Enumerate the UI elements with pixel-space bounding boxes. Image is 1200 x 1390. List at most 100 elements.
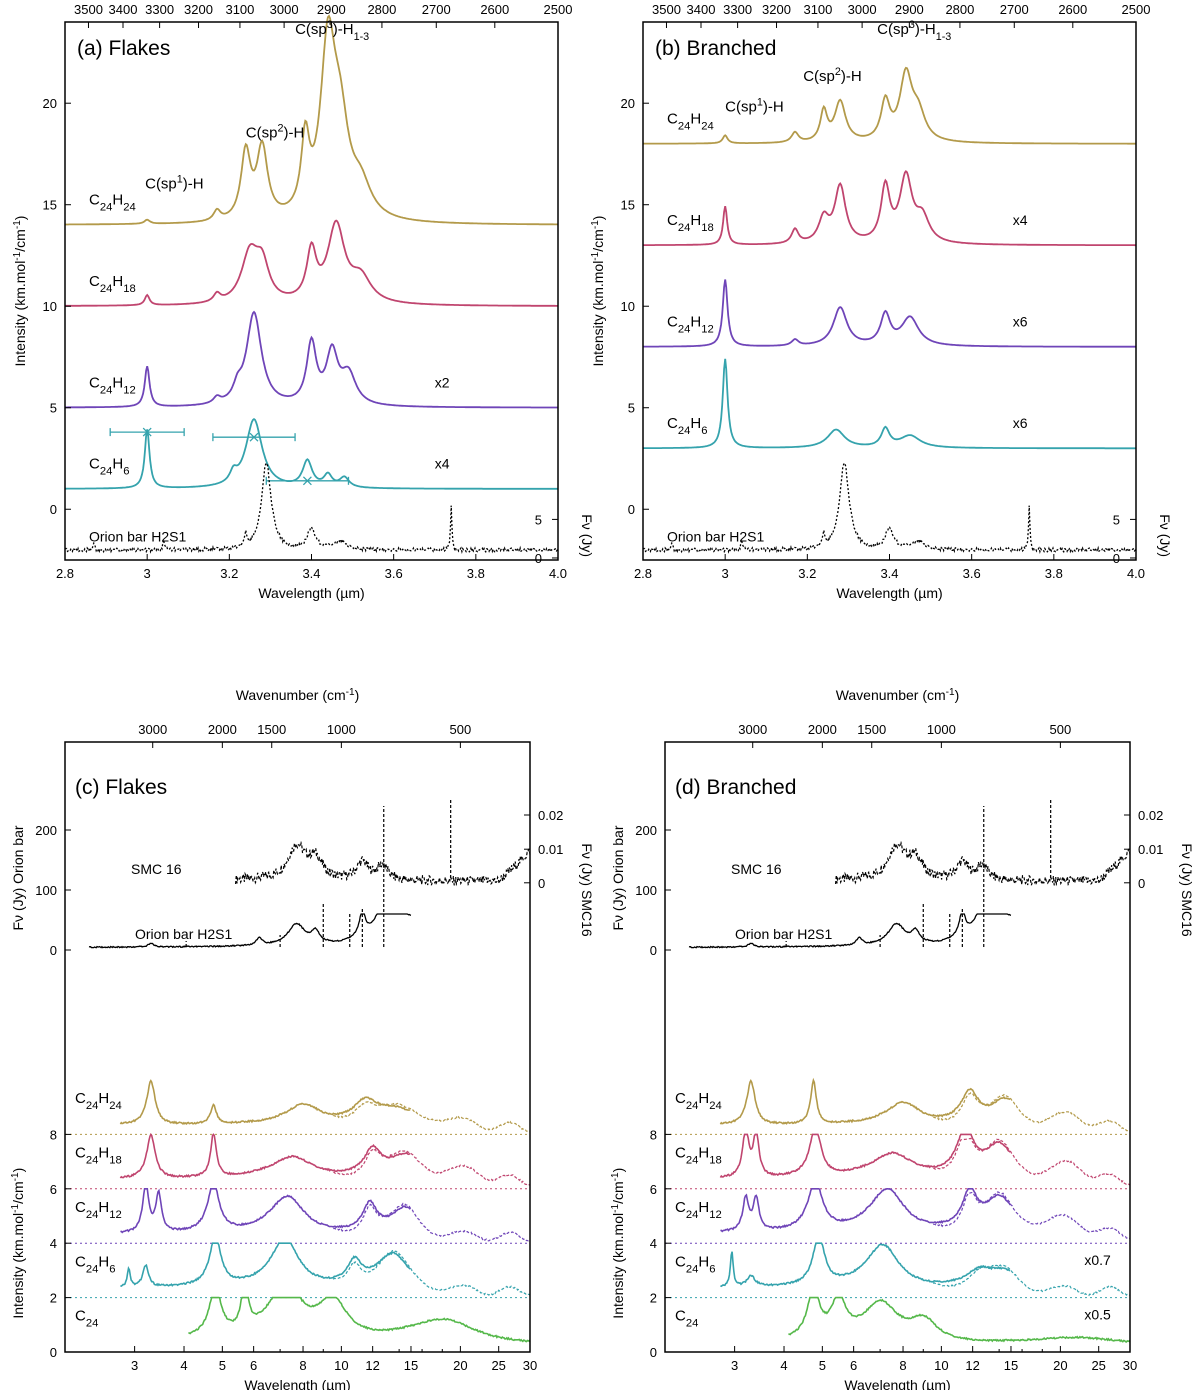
series-line-C24H12 — [65, 310, 558, 409]
series-label-C24H18: C24H18 — [667, 212, 714, 234]
y-tick-label: 0 — [50, 1345, 57, 1360]
series-extension-C24H18 — [333, 1147, 531, 1186]
peak-marker — [302, 476, 312, 486]
x2-tick-label: 3000 — [270, 2, 299, 17]
y-upper-tick-label: 200 — [635, 823, 657, 838]
series-label-C24H24: C24H24 — [675, 1090, 722, 1112]
x2-tick-label: 2500 — [544, 2, 573, 17]
observation-label: Orion bar H2S1 — [667, 529, 764, 545]
x-tick-label: 30 — [1123, 1358, 1137, 1373]
x2-tick-label: 2800 — [367, 2, 396, 17]
x2-tick-label: 3100 — [225, 2, 254, 17]
series-line-C24H24 — [643, 66, 1136, 145]
x-tick-label: 5 — [219, 1358, 226, 1373]
y-axis-label: Intensity (km.mol-1/cm-1) — [590, 216, 607, 367]
plot-frame — [64, 21, 559, 561]
panel-a: C24H24 C24H18 C24H12 x2 C24H6 x4 Orion bar H2S… — [12, 2, 596, 601]
x2-tick-label: 1000 — [327, 722, 356, 737]
series-label-C24H18: C24H18 — [89, 273, 136, 295]
x-tick-label: 8 — [899, 1358, 906, 1373]
x-axis-label: Wavelength (µm) — [844, 1377, 950, 1390]
x2-tick-label: 2700 — [1000, 2, 1029, 17]
observation-label-orion: Orion bar H2S1 — [135, 926, 232, 942]
y-tick-label: 15 — [621, 198, 635, 213]
series-label-C24: C24 — [75, 1308, 98, 1330]
observation-label: Orion bar H2S1 — [89, 529, 186, 545]
x-tick-label: 12 — [365, 1358, 379, 1373]
series-line-C24 — [788, 1296, 1131, 1343]
x-tick-label: 25 — [1091, 1358, 1105, 1373]
y-axis-label: Intensity (km.mol-1/cm-1) — [12, 216, 29, 367]
x-tick-label: 2.8 — [634, 566, 652, 581]
x-tick-label: 15 — [404, 1358, 418, 1373]
x-tick-label: 3 — [722, 566, 729, 581]
scale-label-C24H6: x0.7 — [1084, 1252, 1111, 1268]
x-tick-label: 8 — [299, 1358, 306, 1373]
series-extension-C24H12 — [333, 1202, 531, 1242]
series-line-C24H6 — [65, 418, 558, 490]
series-line-C24H18 — [719, 1133, 1011, 1178]
y-upper-axis-label: Fν (Jy) Orion bar — [10, 825, 26, 930]
series-extension-C24H18 — [933, 1137, 1131, 1186]
y-upper-tick-label: 100 — [35, 883, 57, 898]
x2-tick-label: 3300 — [145, 2, 174, 17]
x-tick-label: 3.4 — [302, 566, 320, 581]
y2-tick-label: 0.01 — [538, 842, 563, 857]
series-line-C24H18 — [643, 169, 1136, 247]
x-tick-label: 15 — [1004, 1358, 1018, 1373]
panel-title: (b) Branched — [655, 37, 776, 60]
x2-axis-label: Wavenumber (cm-1) — [236, 687, 360, 704]
x-tick-label: 3.6 — [385, 566, 403, 581]
x-tick-label: 30 — [523, 1358, 537, 1373]
x-tick-label: 4 — [780, 1358, 787, 1373]
x2-tick-label: 2000 — [808, 722, 837, 737]
scale-label-C24H6: x4 — [435, 456, 450, 472]
series-label-C24H12: C24H12 — [667, 314, 714, 336]
series-label-C24H6: C24H6 — [89, 456, 129, 478]
observation-label-smc16: SMC 16 — [131, 861, 182, 877]
annotation-sp1: C(sp1)-H — [145, 173, 204, 192]
x-axis-label: Wavelength (µm) — [836, 585, 942, 601]
x2-tick-label: 3400 — [687, 2, 716, 17]
y-upper-axis-label: Fν (Jy) Orion bar — [610, 825, 626, 930]
x-tick-label: 3.4 — [880, 566, 898, 581]
x2-tick-label: 2500 — [1122, 2, 1151, 17]
x2-tick-label: 3200 — [762, 2, 791, 17]
series-line-C24H6 — [120, 1242, 411, 1287]
scale-label-C24H6: x6 — [1013, 415, 1028, 431]
series-line-C24H12 — [643, 279, 1136, 348]
series-extension-C24H6 — [932, 1263, 1131, 1297]
y-tick-label: 8 — [50, 1127, 57, 1142]
y2-tick-label: 5 — [1113, 512, 1120, 527]
x-tick-label: 2.8 — [56, 566, 74, 581]
x-tick-label: 3.8 — [1045, 566, 1063, 581]
x2-tick-label: 3100 — [803, 2, 832, 17]
panel-d: C24H24 C24H18 C24H12 C24H6 x0.7 C24 x0.5 SMC 16… — [610, 687, 1196, 1390]
series-extension-C24H12 — [933, 1191, 1131, 1240]
observation-label-smc16: SMC 16 — [731, 861, 782, 877]
series-line-C24 — [188, 1296, 531, 1343]
x-axis-label: Wavelength (µm) — [244, 1377, 350, 1390]
x2-tick-label: 3000 — [738, 722, 767, 737]
x-tick-label: 4 — [180, 1358, 187, 1373]
x-tick-label: 3.6 — [963, 566, 981, 581]
y-tick-label: 10 — [621, 299, 635, 314]
series-line-C24H12 — [120, 1188, 411, 1234]
orion-bar-line — [688, 913, 1012, 949]
y2-tick-label: 0.02 — [538, 808, 563, 823]
y-tick-label: 20 — [621, 96, 635, 111]
x2-tick-label: 3500 — [74, 2, 103, 17]
series-label-C24H6: C24H6 — [75, 1253, 115, 1275]
orion-bar-line — [88, 913, 412, 949]
scale-label-C24H12: x2 — [435, 374, 450, 390]
y-tick-label: 6 — [650, 1182, 657, 1197]
observation-line — [642, 461, 1137, 555]
y-tick-label: 20 — [43, 96, 57, 111]
x-tick-label: 6 — [250, 1358, 257, 1373]
panel-c: C24H24 C24H18 C24H12 C24H6 C24 SMC 16 Orion ba… — [10, 687, 596, 1390]
y2-tick-label: 0 — [1138, 876, 1145, 891]
x-tick-label: 20 — [453, 1358, 467, 1373]
y-upper-tick-label: 200 — [35, 823, 57, 838]
series-label-C24H12: C24H12 — [75, 1199, 122, 1221]
